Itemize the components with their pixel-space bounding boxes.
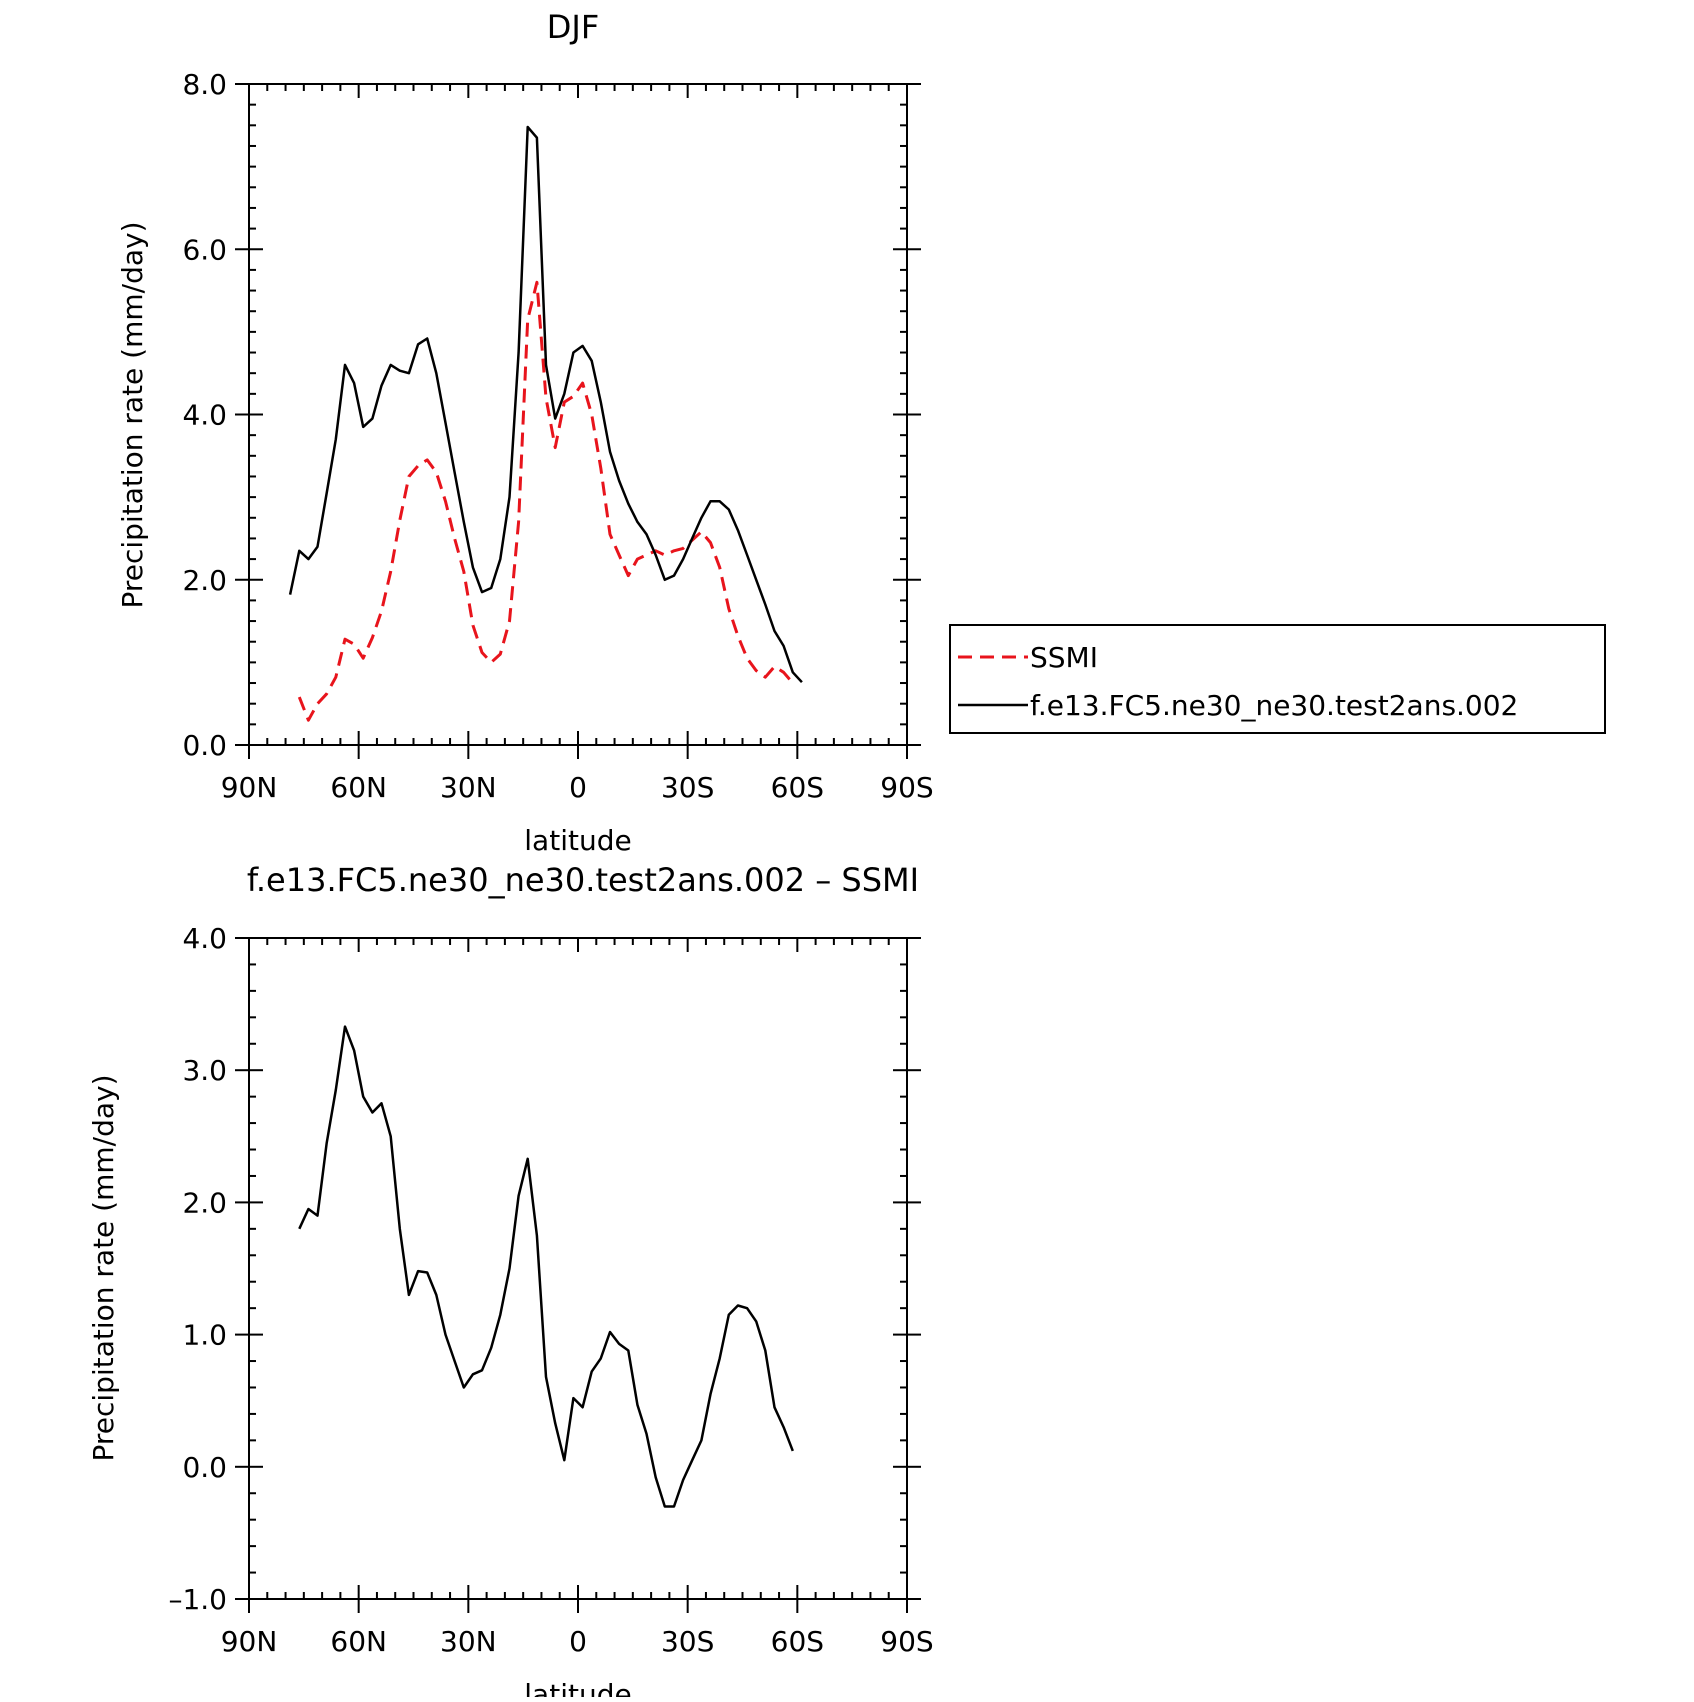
x-tick-label: 30S bbox=[661, 771, 714, 804]
x-tick-label: 60S bbox=[771, 771, 824, 804]
top-panel: DJF 90N 60N 30N 0 30S 60S 90S 0.02.04.06.08.0 … bbox=[116, 8, 934, 857]
series-line-ssmi bbox=[297, 280, 794, 722]
bottom-y-ticks bbox=[235, 937, 921, 1600]
y-tick-label: 0.0 bbox=[182, 729, 227, 762]
x-tick-label: 90N bbox=[221, 1625, 278, 1658]
y-tick-label: 4.0 bbox=[182, 399, 227, 432]
legend-label-model: f.e13.FC5.ne30_ne30.test2ans.002 bbox=[1030, 689, 1518, 722]
y-tick-label: 1.0 bbox=[182, 1319, 227, 1352]
bottom-y-tick-labels: –1.0 0.0 1.0 2.0 3.0 4.0 bbox=[168, 922, 227, 1616]
x-tick-label: 30N bbox=[440, 1625, 497, 1658]
legend-label-ssmi: SSMI bbox=[1030, 641, 1098, 674]
top-series bbox=[288, 125, 803, 722]
legend: SSMI f.e13.FC5.ne30_ne30.test2ans.002 bbox=[949, 624, 1606, 734]
top-x-ticks bbox=[248, 84, 908, 759]
y-tick-label: 6.0 bbox=[182, 233, 227, 266]
y-tick-label: 4.0 bbox=[182, 922, 227, 955]
top-x-tick-labels: 90N 60N 30N 0 30S 60S 90S bbox=[221, 771, 934, 804]
x-tick-label: 90S bbox=[880, 771, 933, 804]
x-tick-label: 30N bbox=[440, 771, 497, 804]
x-tick-label: 30S bbox=[661, 1625, 714, 1658]
y-tick-label: 2.0 bbox=[182, 1186, 227, 1219]
y-tick-label: 2.0 bbox=[182, 564, 227, 597]
top-y-tick-labels: 0.0 2.0 4.0 6.0 8.0 bbox=[182, 68, 227, 762]
top-panel-title: DJF bbox=[547, 8, 599, 46]
bottom-series bbox=[298, 1025, 794, 1508]
bottom-plot-frame bbox=[248, 937, 908, 1600]
legend-box bbox=[949, 624, 1606, 734]
x-tick-label: 90N bbox=[221, 771, 278, 804]
x-tick-label: 0 bbox=[569, 1625, 587, 1658]
bottom-x-ticks bbox=[248, 938, 908, 1613]
y-tick-label: 8.0 bbox=[182, 68, 227, 101]
x-tick-label: 90S bbox=[880, 1625, 933, 1658]
bottom-x-tick-labels: 90N 60N 30N 0 30S 60S 90S bbox=[221, 1625, 934, 1658]
bottom-panel: f.e13.FC5.ne30_ne30.test2ans.002 – SSMI … bbox=[87, 861, 934, 1702]
bottom-y-axis-label: Precipitation rate (mm/day) bbox=[87, 1074, 120, 1461]
bottom-panel-title: f.e13.FC5.ne30_ne30.test2ans.002 – SSMI bbox=[247, 861, 919, 899]
y-tick-label: 0.0 bbox=[182, 1451, 227, 1484]
y-tick-label: –1.0 bbox=[168, 1583, 227, 1616]
x-tick-label: 60S bbox=[771, 1625, 824, 1658]
x-tick-label: 0 bbox=[569, 771, 587, 804]
series-line-difference bbox=[298, 1025, 794, 1508]
series-line-model bbox=[288, 125, 803, 684]
x-tick-label: 60N bbox=[330, 771, 387, 804]
y-tick-label: 3.0 bbox=[182, 1054, 227, 1087]
x-tick-label: 60N bbox=[330, 1625, 387, 1658]
top-x-axis-label: latitude bbox=[524, 824, 631, 857]
top-y-axis-label: Precipitation rate (mm/day) bbox=[116, 221, 149, 608]
top-y-ticks bbox=[235, 83, 921, 746]
top-plot-frame bbox=[248, 83, 908, 746]
bottom-x-axis-label: latitude bbox=[524, 1678, 631, 1697]
